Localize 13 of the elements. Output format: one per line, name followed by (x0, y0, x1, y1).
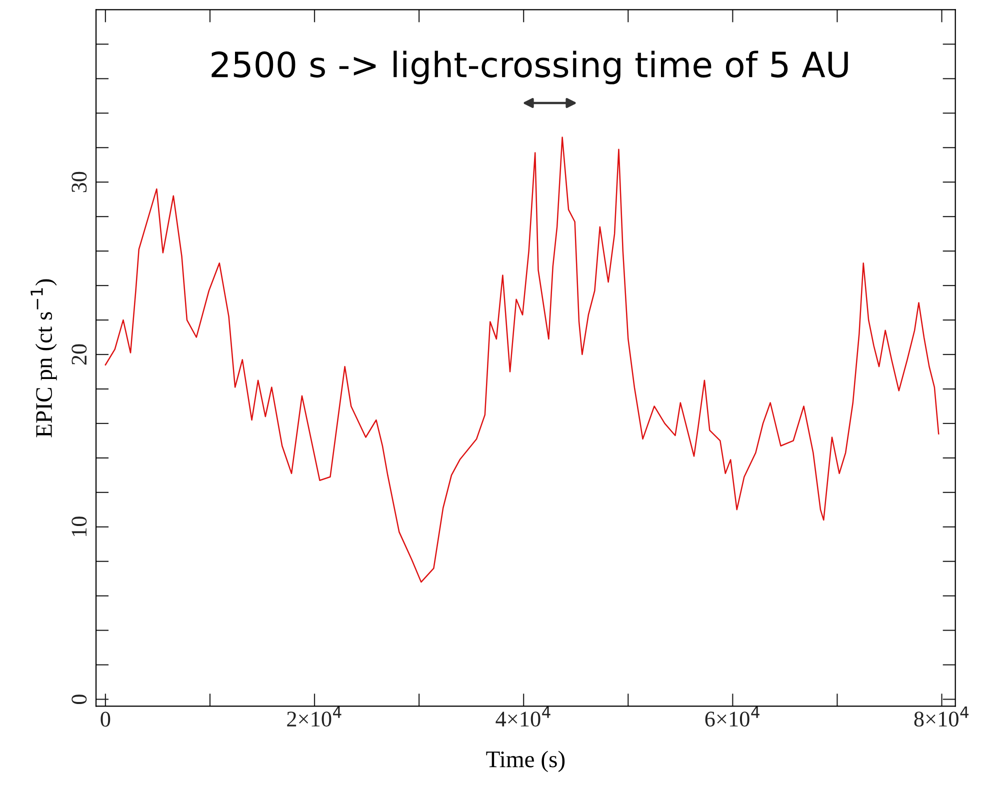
annotation: 2500 s -> light-crossing time of 5 AU (212, 50, 848, 84)
x-tick-label: 8×10$^{4}$ (914, 706, 969, 727)
y-tick-label: 20 (72, 344, 87, 365)
y-tick-label: 10 (72, 516, 87, 536)
x-axis-title: Time (s) (486, 750, 565, 772)
line-series (104, 136, 940, 583)
y-tick-label: 30 (72, 172, 87, 192)
x-tick-label: 2×10$^{4}$ (287, 706, 342, 727)
y-axis-title: EPIC pn (ct s$^{−1}$) (30, 279, 57, 438)
x-tick-label: 6×10$^{4}$ (705, 706, 760, 727)
y-tick-label: 0 (72, 694, 87, 704)
x-tick-label: 0 (100, 712, 110, 727)
x-tick-label: 4×10$^{4}$ (496, 706, 550, 727)
